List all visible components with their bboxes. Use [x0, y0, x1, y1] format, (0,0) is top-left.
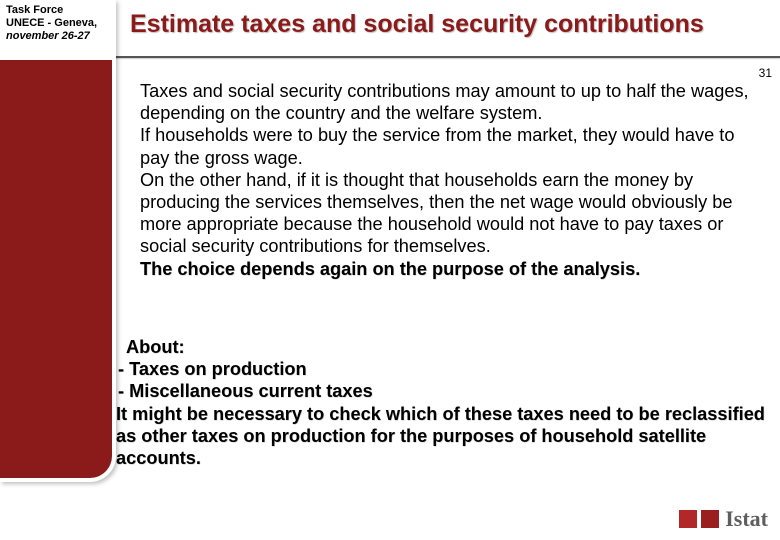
logo-square-1-icon — [679, 510, 697, 528]
bottom-block: About: - Taxes on production - Miscellan… — [116, 336, 766, 469]
body-p1: Taxes and social security contributions … — [140, 81, 749, 123]
title-underline — [116, 56, 780, 58]
body-p2: If households were to buy the service fr… — [140, 125, 734, 167]
logo: Istat — [679, 506, 768, 532]
bottom-about: About: — [116, 336, 766, 358]
sidebar-header: Task Force UNECE - Geneva, november 26-2… — [0, 0, 112, 60]
body-bold: The choice depends again on the purpose … — [140, 259, 640, 279]
page-number: 31 — [759, 66, 772, 80]
sidebar-line3: november 26-27 — [6, 30, 106, 43]
bottom-rest: It might be necessary to check which of … — [116, 403, 766, 470]
page-title: Estimate taxes and social security contr… — [130, 10, 770, 39]
body-p3: On the other hand, if it is thought that… — [140, 170, 732, 257]
bottom-bullet-2: - Miscellaneous current taxes — [116, 380, 766, 402]
logo-text: Istat — [725, 506, 768, 532]
sidebar-line2: UNECE - Geneva, — [6, 17, 106, 30]
body-text: Taxes and social security contributions … — [140, 80, 766, 280]
logo-square-2-icon — [701, 510, 719, 528]
bottom-bullet-1: - Taxes on production — [116, 358, 766, 380]
sidebar-line1: Task Force — [6, 4, 106, 17]
sidebar-band — [0, 60, 112, 478]
